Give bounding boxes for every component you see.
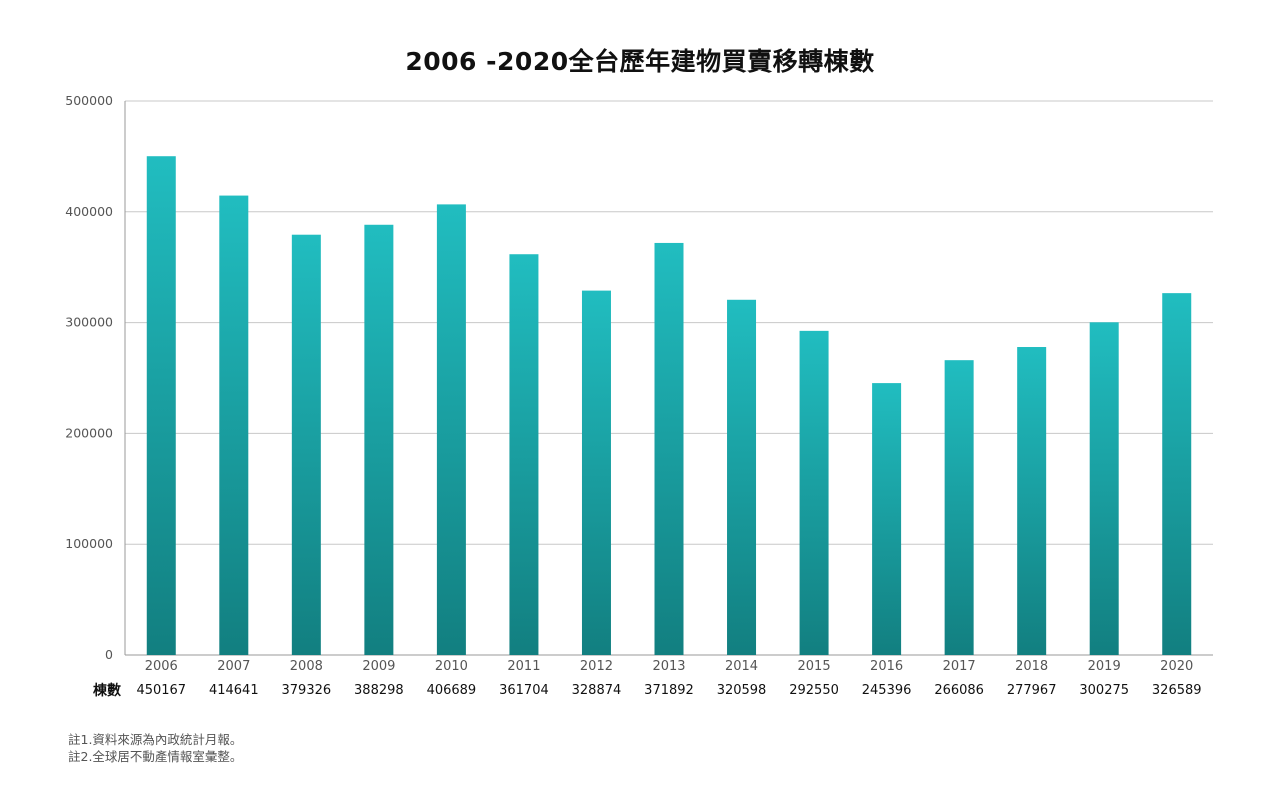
- bar-2013: [654, 242, 684, 655]
- x-tick-label: 2016: [870, 659, 903, 674]
- bar-2017: [944, 360, 974, 655]
- bar-2015: [799, 330, 829, 655]
- value-label: 450167: [136, 683, 186, 698]
- bars: [146, 156, 1192, 656]
- y-tick-label: 400000: [65, 204, 113, 219]
- y-tick-label: 300000: [65, 315, 113, 330]
- value-label: 414641: [209, 683, 259, 698]
- x-tick-label: 2020: [1160, 659, 1193, 674]
- labels: 0 100000 200000 300000 400000 500000 棟數 2006 450…: [65, 93, 1201, 699]
- value-label: 245396: [862, 683, 912, 698]
- x-tick-label: 2009: [362, 659, 395, 674]
- x-tick-label: 2014: [725, 659, 758, 674]
- value-label: 292550: [789, 683, 839, 698]
- y-tick-label: 0: [105, 647, 113, 662]
- series-label: 棟數: [93, 682, 121, 699]
- value-label: 277967: [1007, 683, 1057, 698]
- x-tick-label: 2015: [798, 659, 831, 674]
- value-label: 266086: [934, 683, 984, 698]
- bar-2018: [1017, 347, 1047, 655]
- value-label: 326589: [1152, 683, 1202, 698]
- bar-2010: [436, 204, 466, 655]
- bar-2011: [509, 254, 539, 655]
- footnote-2: 註2.全球居不動產情報室彙整。: [68, 749, 243, 764]
- value-label: 300275: [1079, 683, 1129, 698]
- x-tick-label: 2017: [943, 659, 976, 674]
- y-tick-label: 500000: [65, 93, 113, 108]
- x-tick-label: 2019: [1088, 659, 1121, 674]
- bar-2014: [727, 299, 757, 655]
- chart-title: 2006 -2020全台歷年建物買賣移轉棟數: [405, 47, 875, 76]
- value-label: 406689: [427, 683, 477, 698]
- value-label: 379326: [282, 683, 332, 698]
- bar-2009: [364, 224, 394, 656]
- x-tick-label: 2008: [290, 659, 323, 674]
- value-label: 388298: [354, 683, 404, 698]
- x-tick-label: 2010: [435, 659, 468, 674]
- x-tick-label: 2006: [145, 659, 178, 674]
- bar-2006: [146, 156, 176, 655]
- value-label: 320598: [717, 683, 767, 698]
- bar-2008: [291, 234, 321, 655]
- bar-2016: [872, 383, 902, 655]
- value-label: 361704: [499, 683, 549, 698]
- value-label: 328874: [572, 683, 622, 698]
- x-tick-label: 2018: [1015, 659, 1048, 674]
- bar-2019: [1089, 322, 1119, 655]
- bar-2020: [1162, 293, 1192, 655]
- y-tick-label: 200000: [65, 425, 113, 440]
- bar-2012: [581, 290, 611, 655]
- bar-2007: [219, 195, 249, 656]
- footnote-1: 註1.資料來源為內政統計月報。: [68, 732, 243, 747]
- x-tick-label: 2012: [580, 659, 613, 674]
- value-label: 371892: [644, 683, 694, 698]
- footnotes: 註1.資料來源為內政統計月報。 註2.全球居不動產情報室彙整。: [68, 731, 242, 765]
- y-tick-label: 100000: [65, 536, 113, 551]
- x-tick-label: 2013: [652, 659, 685, 674]
- x-tick-label: 2007: [217, 659, 250, 674]
- x-tick-label: 2011: [507, 659, 540, 674]
